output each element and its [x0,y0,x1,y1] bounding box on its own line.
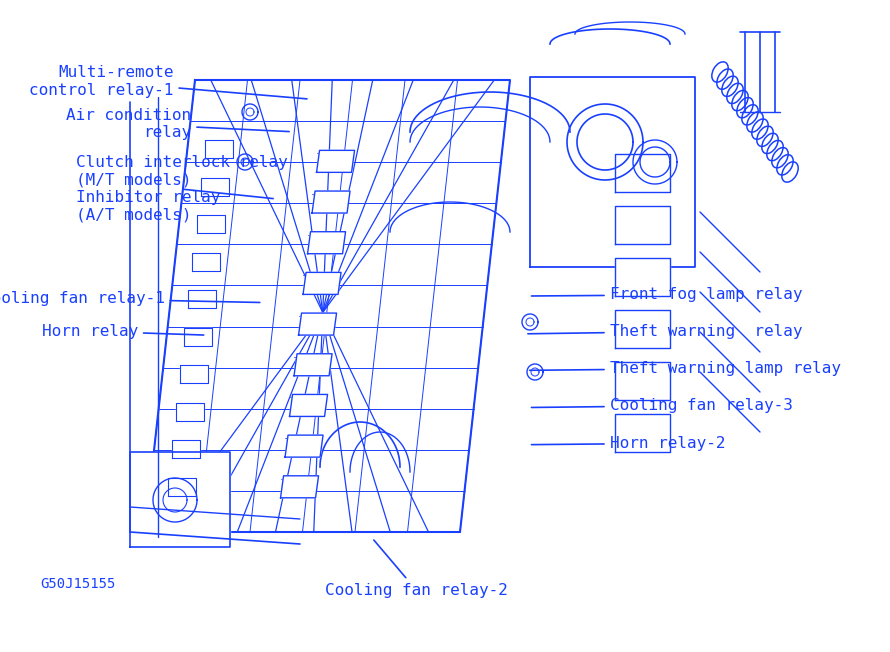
Polygon shape [145,80,510,532]
Polygon shape [205,140,233,158]
Text: Cooling fan relay-2: Cooling fan relay-2 [325,540,507,598]
Polygon shape [298,313,336,335]
Polygon shape [530,77,695,267]
Text: Clutch interlock relay
(M/T models)
Inhibitor relay
(A/T models): Clutch interlock relay (M/T models) Inhi… [76,155,287,223]
Polygon shape [308,231,345,254]
Polygon shape [289,394,328,417]
Text: G50J15155: G50J15155 [40,577,116,591]
Polygon shape [317,151,354,172]
Polygon shape [180,365,208,383]
Text: Cooling fan relay-1: Cooling fan relay-1 [0,291,260,306]
Polygon shape [184,328,212,346]
Polygon shape [176,403,204,421]
Text: Front fog lamp relay: Front fog lamp relay [531,287,802,303]
Text: Theft warning  relay: Theft warning relay [528,323,802,339]
Text: Multi-remote
control relay-1: Multi-remote control relay-1 [29,65,307,99]
Text: Horn relay-2: Horn relay-2 [531,436,725,451]
Polygon shape [130,452,230,547]
Polygon shape [615,206,670,244]
Polygon shape [201,178,229,196]
Polygon shape [172,440,199,458]
Polygon shape [615,310,670,348]
Polygon shape [294,354,332,376]
Polygon shape [285,435,323,457]
Polygon shape [192,253,221,271]
Polygon shape [615,362,670,400]
Polygon shape [303,273,341,295]
Text: Horn relay: Horn relay [42,323,204,339]
Polygon shape [615,258,670,296]
Polygon shape [197,215,224,233]
Polygon shape [189,290,216,308]
Polygon shape [312,191,350,213]
Polygon shape [167,478,196,496]
Polygon shape [615,154,670,192]
Polygon shape [615,414,670,452]
Text: Cooling fan relay-3: Cooling fan relay-3 [531,398,792,413]
Text: Theft warning lamp relay: Theft warning lamp relay [530,361,841,376]
Text: Air condition
relay: Air condition relay [66,108,289,140]
Polygon shape [280,476,319,497]
